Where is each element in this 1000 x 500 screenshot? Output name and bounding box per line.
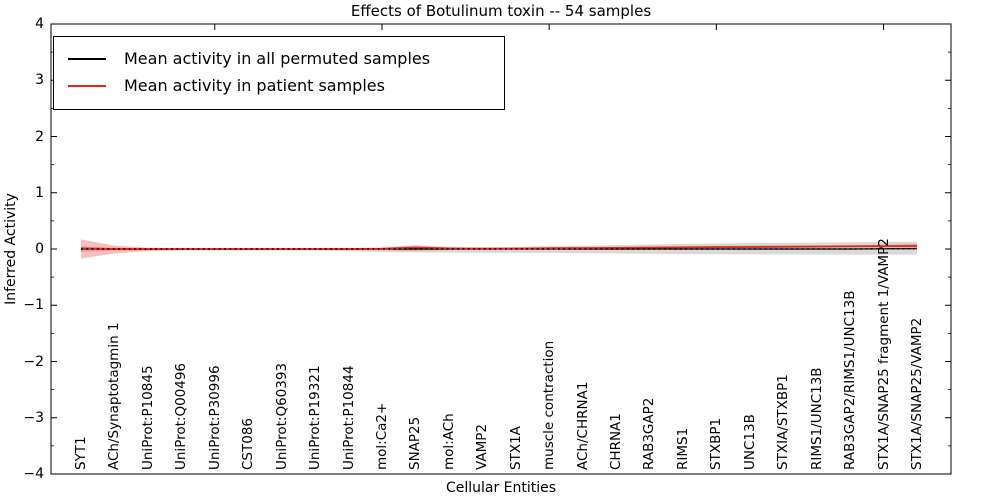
y-tick-label: 2 (35, 128, 44, 145)
x-tick-label: muscle contraction (541, 340, 558, 470)
x-tick-label: RIMS1/UNC13B (808, 367, 825, 470)
x-tick-label: ACh/Synaptotagmin 1 (106, 322, 123, 470)
y-tick-label: 4 (35, 16, 44, 32)
x-tick-label: UniProt:P10845 (139, 365, 156, 470)
y-tick-label: 1 (35, 184, 44, 201)
x-tick-label: VAMP2 (474, 424, 491, 470)
chart-title: Effects of Botulinum toxin -- 54 samples (350, 2, 652, 20)
x-tick-label: SYT1 (73, 436, 89, 470)
x-tick-label: UniProt:P30996 (206, 365, 223, 470)
y-tick-label: −4 (23, 466, 44, 482)
legend-label: Mean activity in all permuted samples (124, 49, 431, 68)
x-tick-label: UniProt:P19321 (307, 365, 324, 470)
x-tick-label: UniProt:Q60393 (273, 362, 290, 470)
x-tick-label: CHRNA1 (608, 413, 625, 470)
y-tick-label: −1 (23, 297, 44, 314)
x-tick-label: UniProt:Q00496 (173, 362, 190, 470)
legend-item-permuted: Mean activity in all permuted samples (68, 45, 494, 72)
x-tick-label: mol:ACh (440, 413, 457, 470)
x-tick-label: STXBP1 (708, 417, 725, 470)
x-tick-label: ACh/CHRNA1 (574, 381, 591, 470)
x-tick-label: SNAP25 (407, 416, 424, 470)
legend-label: Mean activity in patient samples (124, 76, 385, 95)
x-tick-label: CST086 (240, 417, 257, 470)
legend: Mean activity in all permuted samples Me… (53, 36, 505, 110)
x-tick-label: STX1A (507, 426, 524, 470)
x-axis-label: Cellular Entities (445, 480, 557, 496)
legend-line-sample-red (68, 84, 106, 87)
y-tick-label: 3 (35, 72, 44, 89)
x-tick-label: RIMS1 (674, 427, 691, 470)
x-tick-label: STX1A/SNAP25 fragment 1/VAMP2 (875, 238, 892, 470)
legend-line-sample-black (68, 57, 106, 60)
y-tick-label: −2 (23, 353, 44, 370)
x-tick-label: UNC13B (741, 414, 758, 470)
x-tick-label: STX1A/SNAP25/VAMP2 (909, 317, 925, 470)
y-tick-label: 0 (35, 241, 44, 257)
y-tick-label: −3 (23, 409, 44, 426)
legend-item-patient: Mean activity in patient samples (68, 72, 494, 99)
x-tick-label: STXIA/STXBP1 (775, 374, 792, 470)
x-tick-label: mol:Ca2+ (373, 402, 390, 470)
x-tick-label: RAB3GAP2 (641, 397, 658, 470)
x-tick-label: UniProt:P10844 (340, 365, 357, 470)
x-tick-label: RAB3GAP2/RIMS1/UNC13B (842, 290, 859, 470)
